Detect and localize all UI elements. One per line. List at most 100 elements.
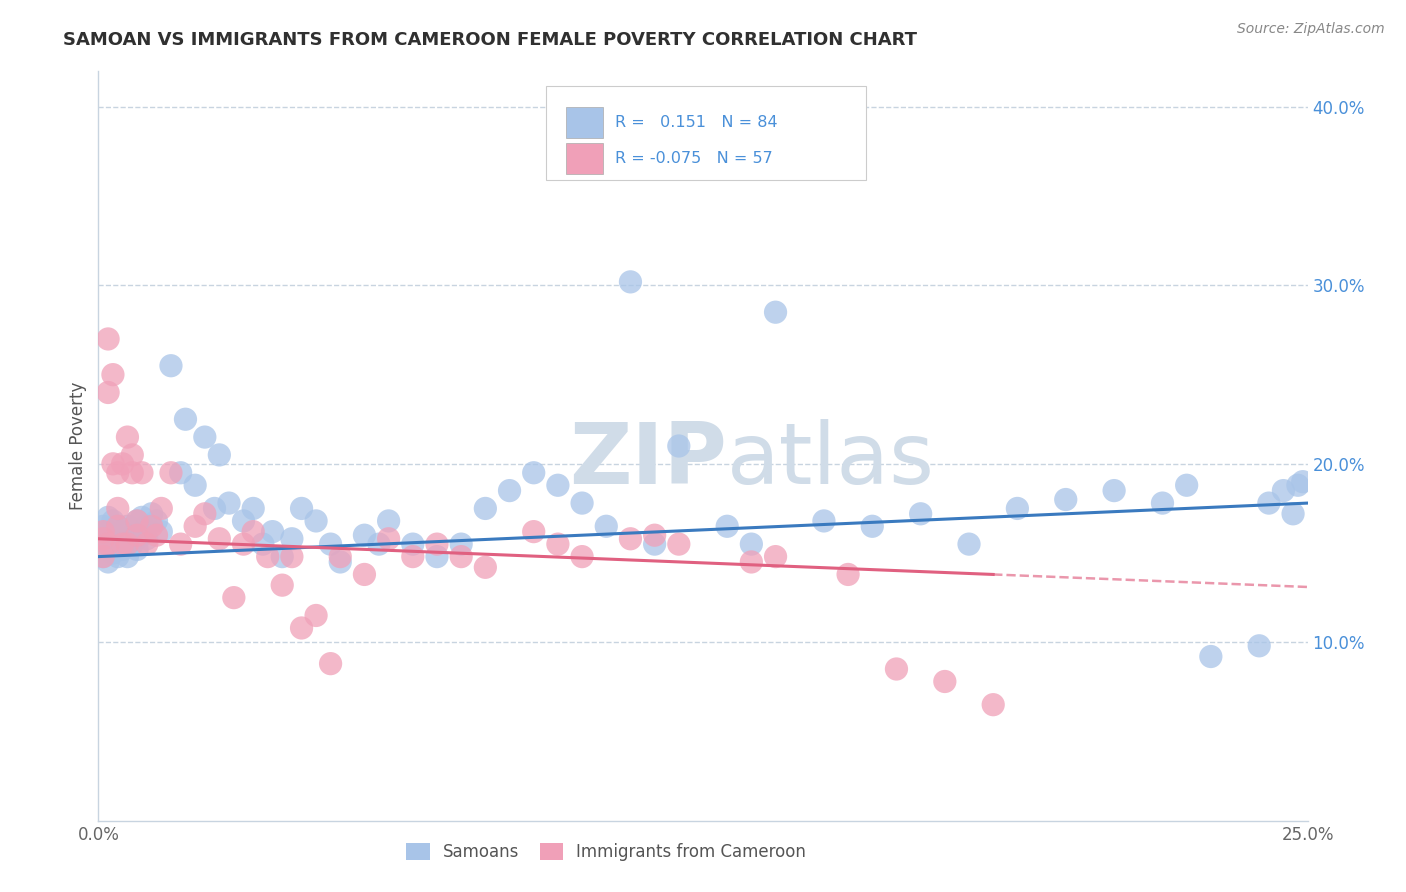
Point	[644, 528, 666, 542]
Point	[101, 514, 124, 528]
Point	[97, 332, 120, 346]
Point	[101, 368, 124, 382]
Point	[305, 608, 328, 623]
Point	[135, 532, 157, 546]
Point	[111, 542, 134, 557]
Point	[194, 507, 217, 521]
Point	[208, 532, 231, 546]
Point	[107, 549, 129, 564]
Point	[1175, 478, 1198, 492]
Point	[1054, 492, 1077, 507]
Point	[281, 532, 304, 546]
Point	[668, 439, 690, 453]
Point	[1272, 483, 1295, 498]
Point	[145, 528, 167, 542]
Point	[135, 519, 157, 533]
Bar	[567, 143, 603, 174]
Point	[305, 514, 328, 528]
Point	[117, 537, 139, 551]
Point	[242, 524, 264, 539]
Point	[498, 483, 520, 498]
Point	[160, 359, 183, 373]
Point	[107, 501, 129, 516]
Point	[150, 524, 173, 539]
Point	[523, 524, 546, 539]
Point	[595, 519, 617, 533]
Point	[91, 549, 114, 564]
Point	[117, 430, 139, 444]
Point	[353, 528, 375, 542]
Point	[319, 537, 342, 551]
Point	[271, 578, 294, 592]
Point	[910, 507, 932, 521]
Point	[218, 496, 240, 510]
Point	[377, 514, 399, 528]
Point	[290, 501, 312, 516]
Point	[474, 501, 496, 516]
Point	[426, 537, 449, 551]
Point	[1152, 496, 1174, 510]
Point	[141, 519, 163, 533]
Point	[1102, 483, 1125, 498]
FancyBboxPatch shape	[546, 87, 866, 180]
Point	[101, 546, 124, 560]
Point	[107, 519, 129, 533]
Text: SAMOAN VS IMMIGRANTS FROM CAMEROON FEMALE POVERTY CORRELATION CHART: SAMOAN VS IMMIGRANTS FROM CAMEROON FEMAL…	[63, 31, 917, 49]
Point	[837, 567, 859, 582]
Point	[97, 537, 120, 551]
Point	[329, 555, 352, 569]
Point	[860, 519, 883, 533]
Point	[184, 478, 207, 492]
Point	[740, 555, 762, 569]
Point	[91, 532, 114, 546]
Point	[319, 657, 342, 671]
Point	[131, 510, 153, 524]
Point	[1282, 507, 1305, 521]
Point	[1292, 475, 1315, 489]
Point	[981, 698, 1004, 712]
Point	[222, 591, 245, 605]
Point	[101, 537, 124, 551]
Point	[169, 466, 191, 480]
Point	[111, 457, 134, 471]
Text: ZIP: ZIP	[569, 419, 727, 502]
Point	[127, 542, 149, 557]
Point	[957, 537, 980, 551]
Point	[174, 412, 197, 426]
Point	[1249, 639, 1271, 653]
Point	[127, 532, 149, 546]
Point	[232, 537, 254, 551]
Point	[97, 510, 120, 524]
Point	[145, 514, 167, 528]
Point	[232, 514, 254, 528]
Point	[668, 537, 690, 551]
Point	[256, 549, 278, 564]
Point	[571, 496, 593, 510]
Point	[117, 519, 139, 533]
Point	[450, 537, 472, 551]
Point	[111, 524, 134, 539]
Point	[208, 448, 231, 462]
Legend: Samoans, Immigrants from Cameroon: Samoans, Immigrants from Cameroon	[402, 838, 811, 866]
Point	[194, 430, 217, 444]
Point	[121, 466, 143, 480]
Point	[91, 519, 114, 533]
Point	[353, 567, 375, 582]
Point	[97, 537, 120, 551]
Point	[97, 385, 120, 400]
Point	[131, 528, 153, 542]
Point	[91, 549, 114, 564]
Point	[765, 305, 787, 319]
Point	[107, 519, 129, 533]
Point	[107, 532, 129, 546]
Point	[150, 501, 173, 516]
Point	[450, 549, 472, 564]
Text: R = -0.075   N = 57: R = -0.075 N = 57	[614, 151, 772, 166]
Point	[101, 457, 124, 471]
Point	[1007, 501, 1029, 516]
Point	[377, 532, 399, 546]
Point	[262, 524, 284, 539]
Point	[101, 528, 124, 542]
Point	[619, 532, 641, 546]
Point	[111, 532, 134, 546]
